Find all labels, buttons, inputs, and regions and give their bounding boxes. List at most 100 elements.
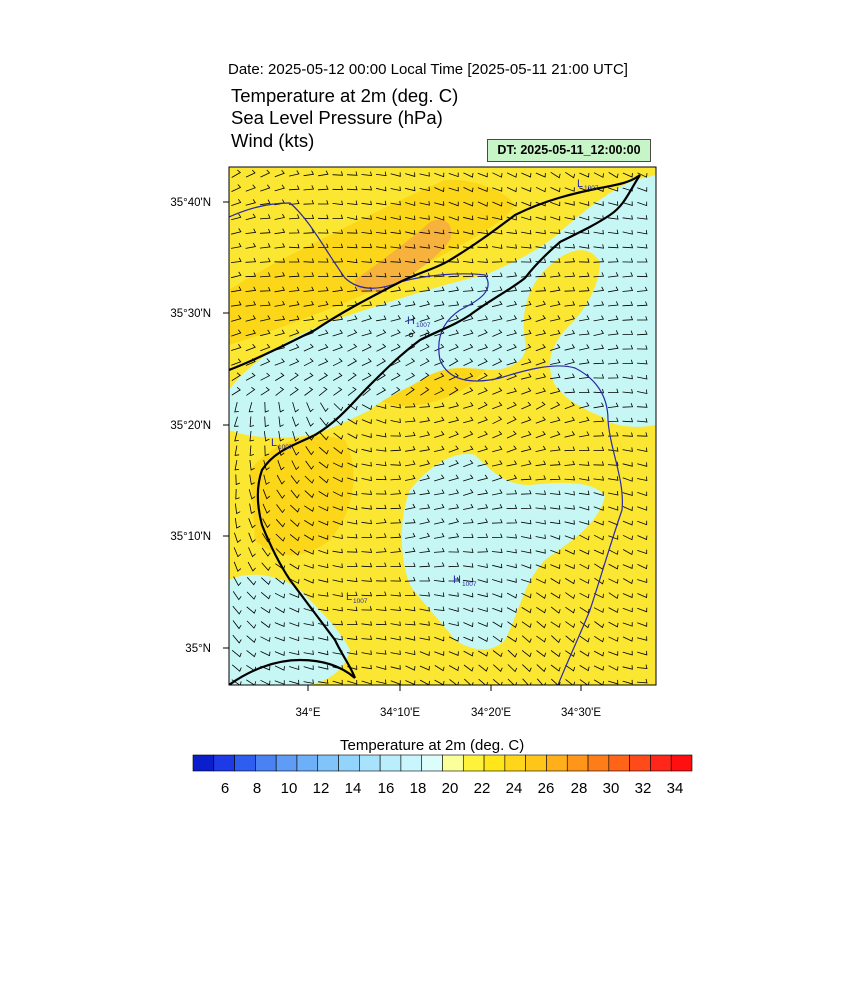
wind-barb [637,316,648,321]
wind-barb [637,389,648,395]
wind-barb [565,592,576,600]
wind-barb [332,214,344,220]
wind-barb [492,286,503,293]
wind-barb [637,491,648,497]
wind-barb [332,315,344,322]
isobar-north [229,202,623,685]
wind-barb [506,172,517,178]
wind-barb [419,474,430,482]
wind-barb [332,491,343,497]
wind-barb [477,272,489,278]
wind-barb [622,477,633,482]
wind-barb [318,665,329,670]
wind-barb [578,388,590,394]
wind-barb [303,578,314,584]
colorbar-tick: 18 [410,780,427,797]
wind-barb [564,505,576,510]
wind-barb [274,329,285,337]
wind-barb [550,549,561,555]
wind-barb [535,401,546,410]
wind-barb [304,520,314,527]
wind-barb [593,534,604,541]
wind-barb [361,562,373,568]
wind-barb [506,460,518,467]
wind-barb [332,243,344,249]
wind-barb [565,621,576,629]
wind-barb [346,577,358,583]
wind-barb [463,503,474,510]
wind-barb [463,607,474,613]
wind-barb [419,592,431,597]
wind-barb [607,402,619,408]
wind-barb [303,665,314,670]
wind-barb [564,520,575,525]
colorbar-cell [462,754,485,772]
wind-barb [264,416,270,428]
wind-barb [549,475,561,481]
wind-barb [390,244,402,249]
wind-barb [637,187,648,192]
wind-barb [622,402,634,408]
wind-barb [419,504,431,510]
wind-barb [622,344,634,350]
wind-barb [291,445,300,456]
wind-barb [419,315,430,322]
wind-barb [521,300,532,307]
wind-barb [419,562,431,568]
wind-barb [434,244,445,250]
wind-barb [520,286,532,292]
wind-barb [375,301,387,307]
wind-barb [361,272,373,277]
wind-barb [434,592,445,597]
wind-barb [288,214,300,220]
wind-barb [463,416,474,424]
wind-barb [245,372,256,381]
wind-barb [550,519,561,525]
wind-barb [375,229,387,235]
wind-barb [234,431,239,442]
wind-barb [477,372,488,381]
coastline-north [229,174,641,372]
wind-barb [550,329,561,336]
wind-barb [550,535,561,540]
wind-barb [261,547,271,557]
wind-barb [361,679,372,685]
wind-barb [564,564,575,570]
wind-barb [594,635,605,643]
wind-barb [375,518,387,524]
wind-barb [419,489,431,496]
wind-barb [289,593,300,598]
wind-barb [231,372,241,382]
wind-barb [290,519,300,527]
wind-barb [536,620,547,629]
wind-barb [564,286,576,292]
wind-barb [434,503,445,510]
wind-barb [608,506,619,511]
wind-barb [361,343,372,352]
wind-barb [550,606,561,614]
wind-barb [564,373,576,380]
wind-barb [434,314,445,323]
wind-barb [332,620,344,626]
wind-barb [263,431,270,442]
wind-barb [376,419,387,424]
wind-barb [332,578,343,583]
wind-barb [318,372,328,381]
wind-barb [303,358,314,367]
wind-barb [477,650,488,657]
wind-barb [535,416,546,424]
wind-barb [390,432,402,437]
wind-barb [564,578,575,585]
wind-barb [332,506,343,511]
wind-barb [361,577,373,582]
wind-barb [347,418,358,425]
wind-barb [579,215,590,221]
colorbar-cell [255,754,277,772]
wind-barb [275,519,286,528]
wind-barb [390,200,401,206]
wind-barb [637,607,648,613]
wind-barb [291,460,300,471]
wind-barb [405,172,416,177]
wind-barb [434,343,445,352]
